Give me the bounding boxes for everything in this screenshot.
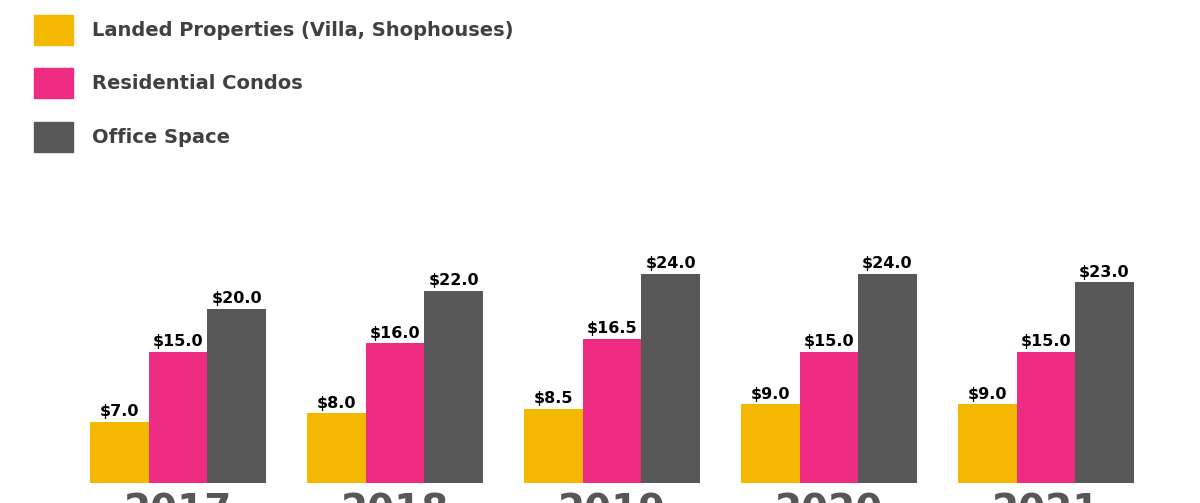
Bar — [958, 404, 1016, 483]
Bar — [1075, 282, 1134, 483]
Bar — [208, 308, 266, 483]
Text: $7.0: $7.0 — [100, 404, 139, 419]
Text: $16.0: $16.0 — [370, 326, 420, 341]
Bar — [366, 344, 425, 483]
Bar — [858, 274, 917, 483]
Text: $9.0: $9.0 — [967, 387, 1007, 402]
Bar — [425, 291, 482, 483]
Bar — [583, 339, 641, 483]
Text: $24.0: $24.0 — [646, 256, 696, 271]
Text: $9.0: $9.0 — [751, 387, 790, 402]
Bar — [641, 274, 700, 483]
Text: $23.0: $23.0 — [1079, 265, 1129, 280]
Text: $8.0: $8.0 — [317, 395, 356, 410]
Text: $16.5: $16.5 — [587, 321, 637, 337]
Text: $15.0: $15.0 — [1020, 334, 1072, 350]
Text: $15.0: $15.0 — [804, 334, 854, 350]
Text: $20.0: $20.0 — [211, 291, 262, 306]
Text: $22.0: $22.0 — [428, 274, 479, 288]
Bar — [524, 409, 583, 483]
Bar — [149, 352, 208, 483]
Bar — [1016, 352, 1075, 483]
Text: $15.0: $15.0 — [152, 334, 204, 350]
Bar — [799, 352, 858, 483]
Bar — [307, 413, 366, 483]
Text: $8.5: $8.5 — [534, 391, 574, 406]
Legend: Landed Properties (Villa, Shophouses), Residential Condos, Office Space: Landed Properties (Villa, Shophouses), R… — [34, 15, 514, 151]
Bar — [742, 404, 799, 483]
Text: $24.0: $24.0 — [862, 256, 913, 271]
Bar — [90, 422, 149, 483]
